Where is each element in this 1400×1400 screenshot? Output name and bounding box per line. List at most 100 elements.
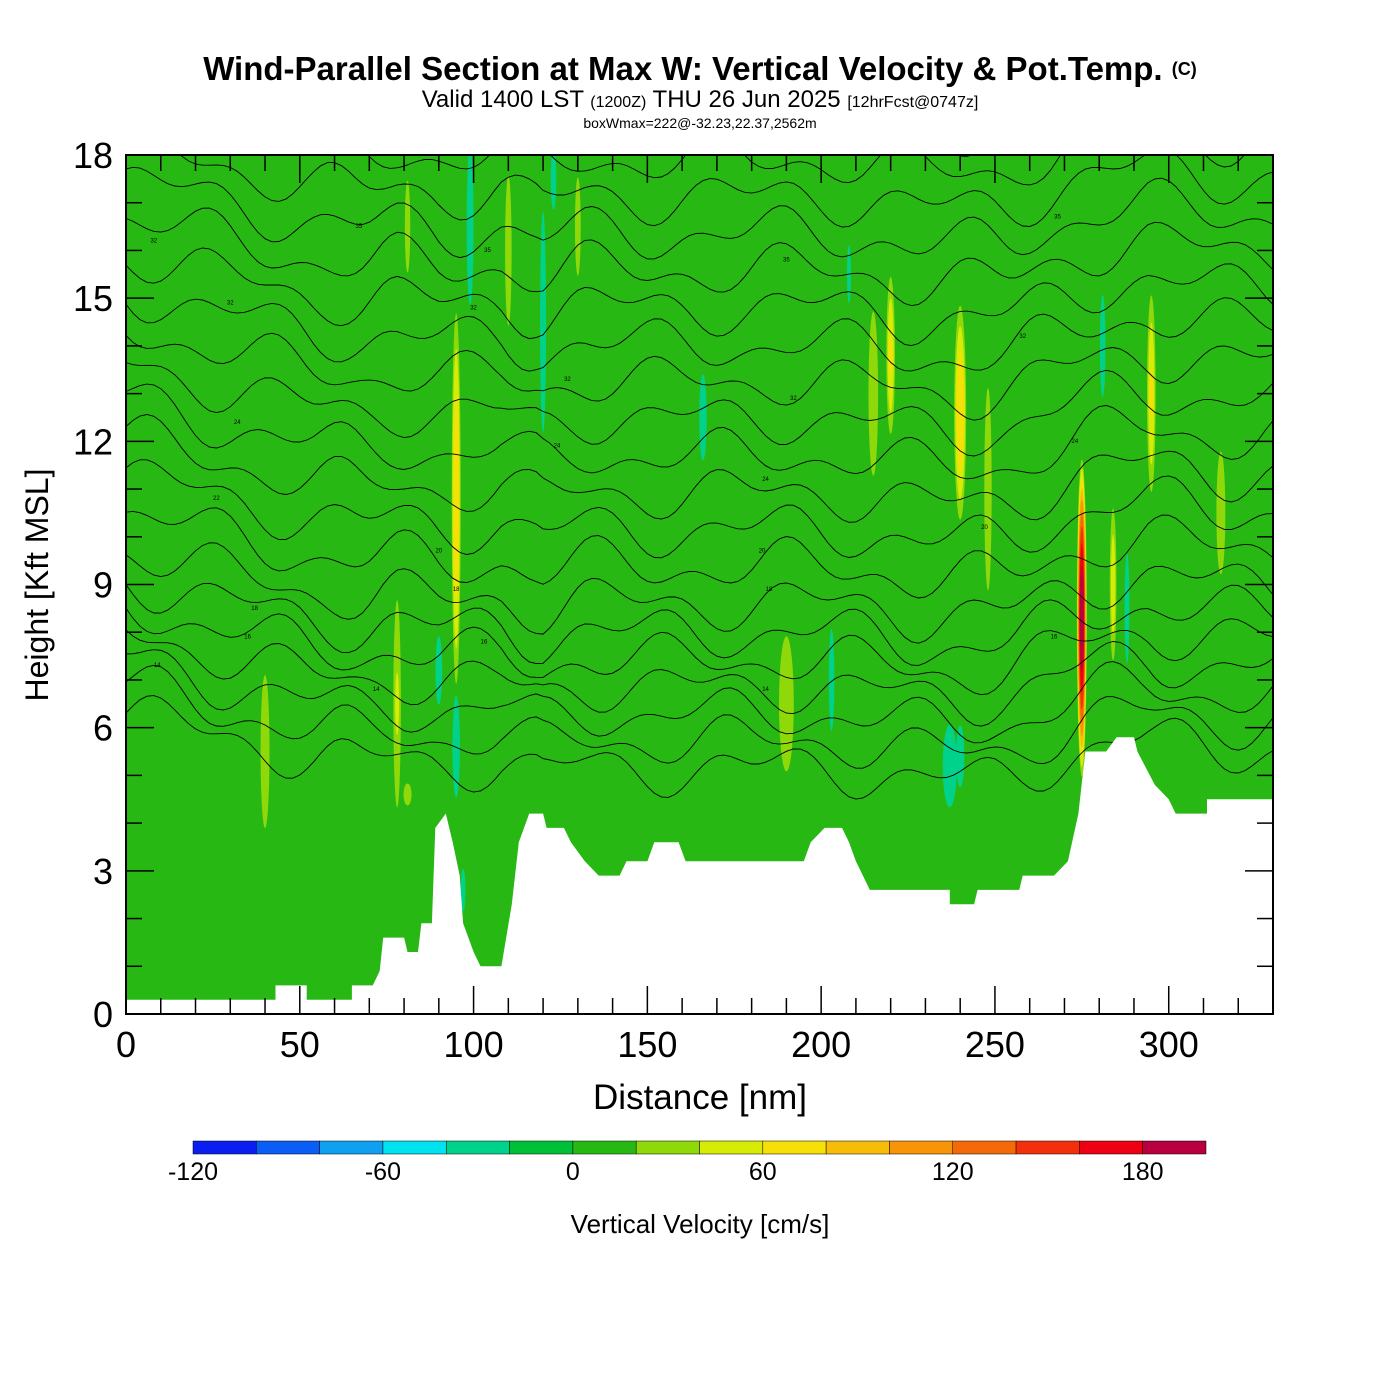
colorbar-tick-label: 180 (1122, 1158, 1164, 1186)
colorbar-swatch (825, 1140, 890, 1155)
w-cell (868, 311, 879, 476)
contour-label: 16 (481, 639, 488, 645)
theta-contour (126, 542, 1273, 644)
y-tick-label: 15 (73, 278, 113, 319)
contour-label: 32 (564, 377, 571, 383)
contour-label: 20 (759, 549, 766, 555)
colorbar-swatch (889, 1140, 953, 1155)
w-cell (888, 336, 893, 375)
colorbar-tick-label: 120 (932, 1158, 974, 1186)
contour-label: 24 (234, 420, 241, 426)
w-cell (1079, 565, 1084, 671)
valid-time-prefix: Valid 1400 LST (421, 86, 584, 113)
y-tick-label: 9 (93, 565, 113, 606)
w-cell (828, 628, 835, 731)
colorbar-swatch (192, 1140, 257, 1155)
theta-contour (126, 383, 1273, 480)
theta-contour (126, 664, 1273, 769)
colorbar-tick-label: -60 (365, 1158, 401, 1186)
theta-contour (126, 649, 1273, 744)
colorbar-swatch (509, 1140, 574, 1155)
theta-contour (126, 207, 1273, 307)
y-tick-label: 0 (93, 994, 113, 1035)
colorbar-swatch (446, 1140, 510, 1155)
w-cell (955, 725, 965, 788)
contour-label: 24 (1072, 439, 1079, 445)
theta-contour (126, 629, 1273, 727)
theta-contour (126, 414, 1273, 523)
colorbar-tick-label: -120 (168, 1158, 218, 1186)
colorbar-swatch (762, 1140, 827, 1155)
valid-time-utc: (1200Z) (590, 94, 647, 111)
colorbar-label: Vertical Velocity [cm/s] (571, 1209, 830, 1239)
colorbar-swatch (382, 1140, 447, 1155)
w-cell (1124, 553, 1130, 664)
w-cell (435, 636, 443, 705)
colorbar-tick-label: 0 (566, 1158, 580, 1186)
w-cell (1216, 451, 1226, 575)
colorbar-swatch (952, 1140, 1017, 1155)
theta-contour (126, 507, 1273, 599)
w-cell (395, 672, 400, 736)
contour-label: 32 (1019, 334, 1026, 340)
theta-contour (126, 362, 1273, 457)
contour-label: 35 (356, 224, 363, 230)
contour-label: 22 (213, 496, 220, 502)
x-tick-label: 200 (791, 1024, 851, 1065)
w-cell (550, 155, 557, 210)
colorbar-swatch (572, 1140, 637, 1155)
terrain-mask (126, 737, 1273, 1014)
y-tick-label: 6 (93, 708, 113, 749)
contour-label: 14 (154, 663, 161, 669)
w-cell (505, 175, 512, 326)
contour-label: 20 (435, 549, 442, 555)
theta-contour (126, 332, 1273, 421)
contour-label: 18 (453, 587, 460, 593)
w-cell (403, 783, 412, 806)
contour-label: 32 (227, 301, 234, 307)
colorbar: -120 -60 0 60 120 180 (168, 1140, 1207, 1186)
theta-contour (957, 155, 974, 157)
forecast-info: [12hrFcst@0747z] (847, 94, 979, 111)
chart-title-block: Wind-Parallel Section at Max W: Vertical… (0, 50, 1400, 131)
colorbar-swatch (635, 1140, 700, 1155)
w-cell (540, 211, 547, 433)
contour-label: 16 (244, 635, 251, 641)
contour-label: 24 (762, 477, 769, 483)
w-cell (1149, 369, 1154, 418)
w-cell (453, 395, 459, 602)
w-cell (1110, 534, 1116, 635)
valid-time-date: THU 26 Jun 2025 (652, 86, 841, 113)
w-cell (956, 353, 964, 473)
theta-contour (126, 166, 1273, 260)
contour-labels: 32 35 35 35 35 32 32 32 32 32 24 24 24 24 22 20 20 20 18 18… (150, 215, 1078, 693)
x-tick-label: 300 (1139, 1024, 1199, 1065)
y-tick-label: 3 (93, 851, 113, 892)
w-cell (779, 636, 794, 772)
contour-label: 32 (790, 396, 797, 402)
chart-title-text: Wind-Parallel Section at Max W: Vertical… (203, 50, 1163, 87)
contour-label: 18 (766, 587, 773, 593)
contour-label: 14 (373, 687, 380, 693)
colorbar-swatch (699, 1140, 764, 1155)
theta-contour (126, 582, 1273, 666)
contour-label: 35 (783, 258, 790, 264)
w-cell (404, 180, 411, 273)
w-cell (466, 155, 474, 306)
w-cell (460, 868, 466, 912)
contour-label: 18 (251, 606, 258, 612)
x-tick-label: 0 (116, 1024, 136, 1065)
box-wmax-info: boxWmax=222@-32.23,22.37,2562m (583, 115, 817, 131)
colorbar-swatch (319, 1140, 384, 1155)
colorbar-swatch (256, 1140, 320, 1155)
theta-contour (179, 155, 1273, 228)
x-tick-label: 50 (280, 1024, 320, 1065)
y-tick-label: 18 (73, 135, 113, 176)
colorbar-swatch (1079, 1140, 1143, 1155)
theta-contour (126, 297, 1273, 372)
axes: 0 50 100 150 200 250 300 0 3 6 9 12 15 18 (73, 135, 1274, 1065)
chart-title: Wind-Parallel Section at Max W: Vertical… (0, 50, 1400, 88)
w-cell (260, 674, 270, 829)
w-cell (574, 177, 581, 276)
